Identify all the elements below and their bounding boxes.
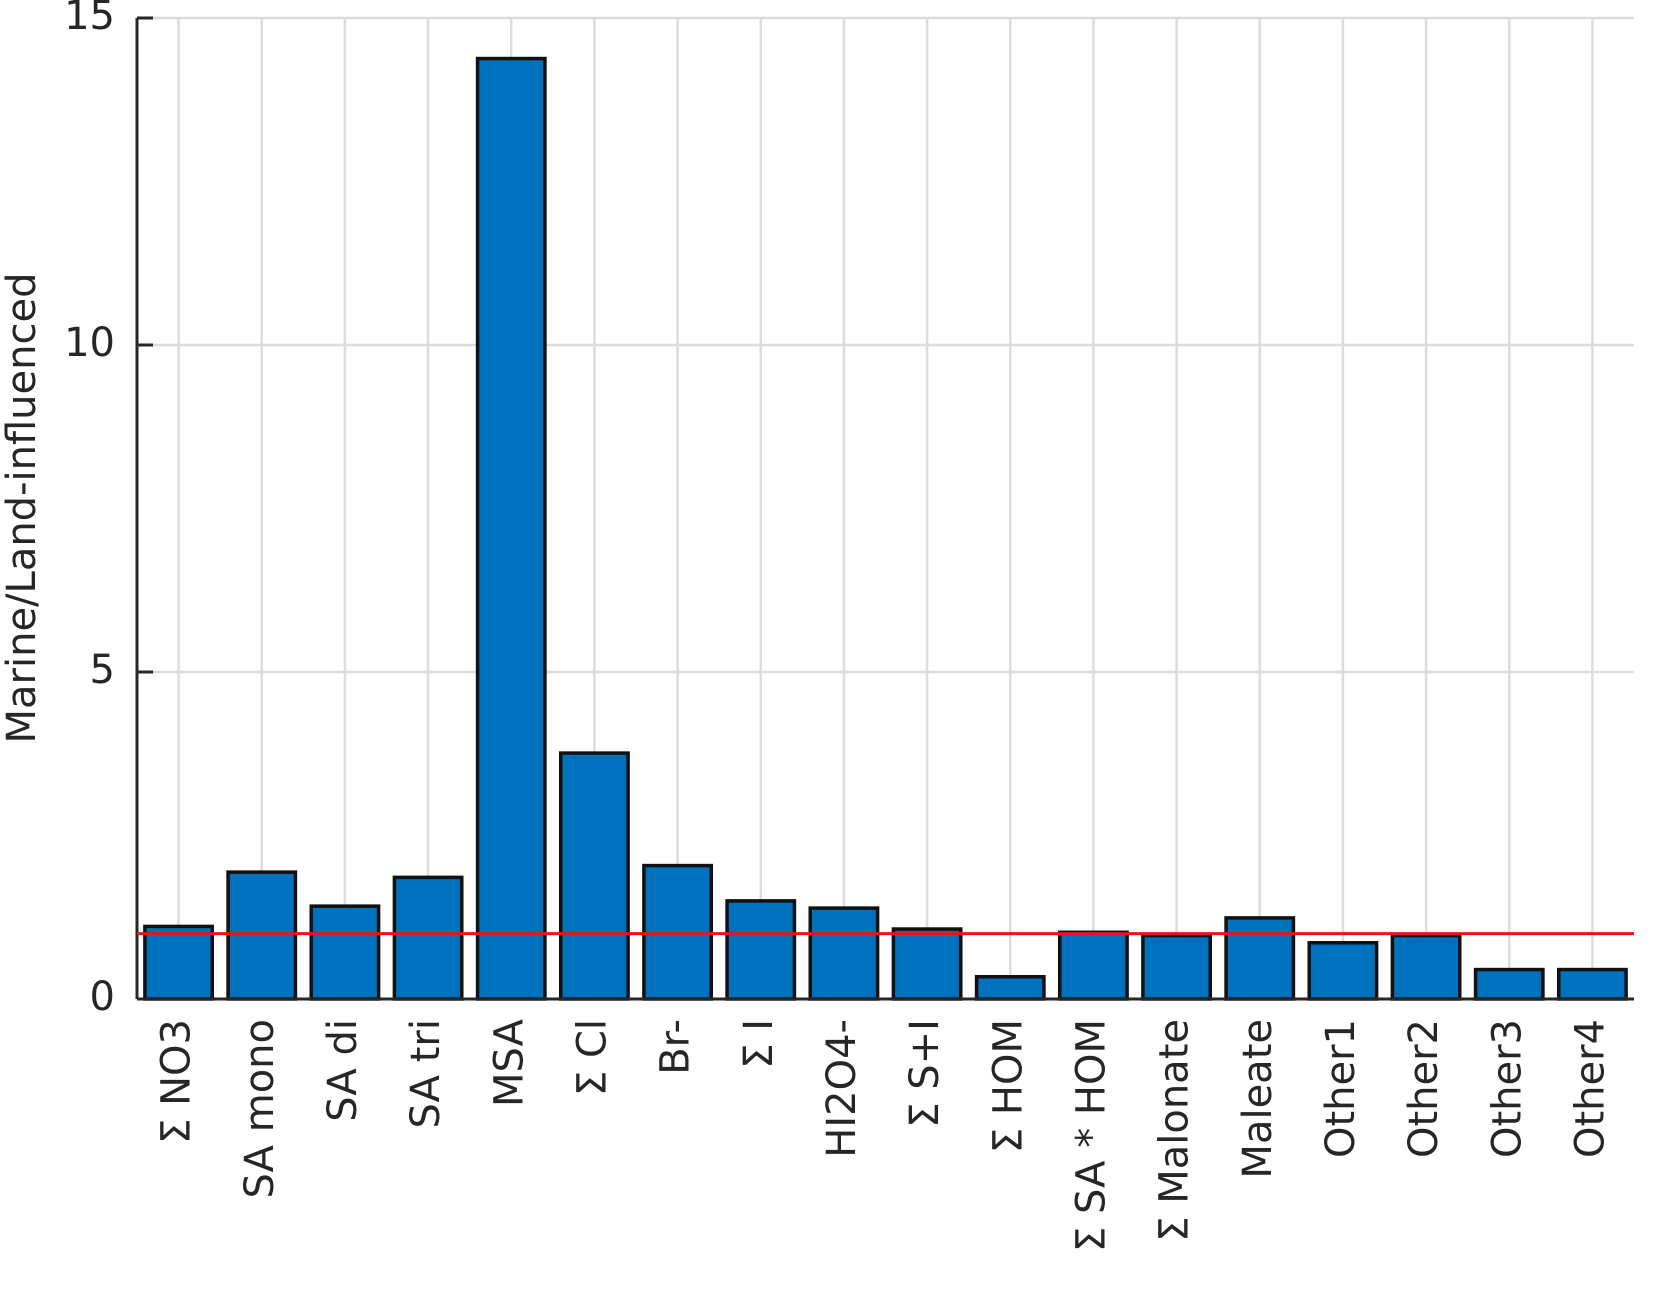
x-tick-label: Σ S+I [902, 1019, 948, 1128]
bar [392, 875, 464, 1001]
x-tick-label: Σ HOM [985, 1019, 1031, 1153]
x-tick-label: SA tri [403, 1019, 449, 1128]
x-tick-label: Σ Malonate [1152, 1019, 1198, 1242]
bar [475, 56, 547, 1001]
bar [558, 751, 630, 1001]
bar [1556, 967, 1628, 1001]
x-tick-label: Σ I [736, 1019, 782, 1069]
bar [725, 899, 797, 1001]
bar [974, 975, 1046, 1001]
bar [891, 927, 963, 1001]
x-tick-label: Other2 [1401, 1019, 1447, 1158]
bar [1307, 941, 1379, 1001]
x-tick-label: Maleate [1235, 1019, 1281, 1179]
x-tick-label: MSA [486, 1018, 532, 1107]
y-axis-label: Marine/Land-influenced [0, 273, 45, 744]
x-tick-label: Σ Cl [569, 1019, 615, 1096]
bar [1390, 933, 1462, 1001]
x-tick-label: Other4 [1567, 1019, 1613, 1158]
bar [808, 906, 880, 1001]
y-tick-label: 5 [90, 647, 115, 693]
x-tick-label: SA di [320, 1019, 366, 1122]
y-tick-label: 10 [64, 320, 115, 366]
bar [143, 924, 215, 1001]
x-tick-label: SA mono [237, 1019, 283, 1198]
bar [1057, 930, 1129, 1001]
bar [226, 870, 298, 1001]
bar [309, 904, 381, 1001]
x-tick-label: Other1 [1318, 1019, 1364, 1158]
x-tick-label: Σ NO3 [154, 1019, 200, 1144]
x-tick-label: Other3 [1484, 1019, 1530, 1158]
x-tick-label: Br- [653, 1019, 699, 1075]
x-tick-label: HI2O4- [819, 1019, 865, 1158]
x-tick-label: Σ SA * HOM [1068, 1019, 1114, 1252]
bar [1473, 967, 1545, 1001]
y-tick-label: 0 [90, 974, 115, 1020]
bar [1224, 916, 1296, 1001]
y-tick-label: 15 [64, 0, 115, 39]
bar [1141, 933, 1213, 1001]
